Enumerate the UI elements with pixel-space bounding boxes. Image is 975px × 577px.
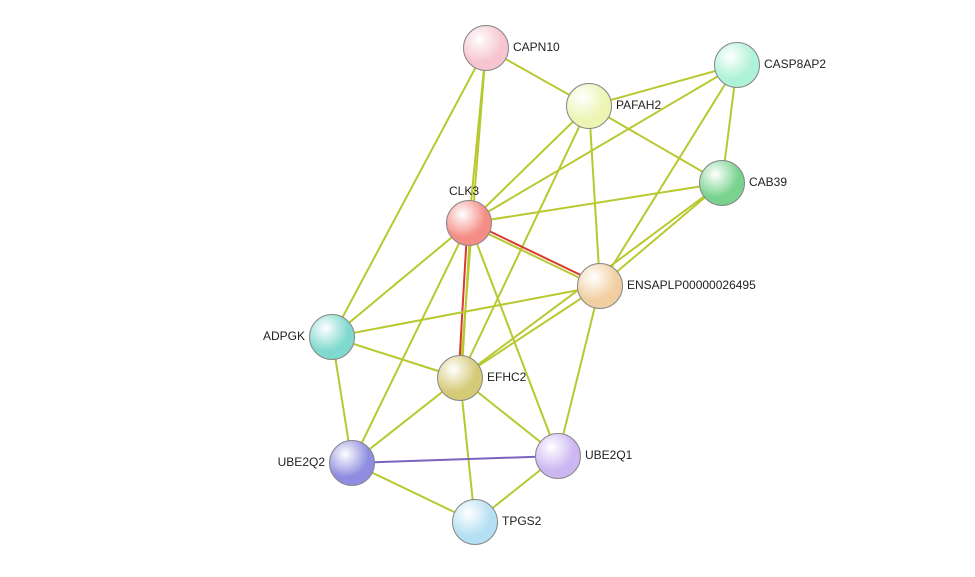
node-CLK3[interactable] [446, 200, 492, 246]
edge-CAPN10-CLK3 [469, 48, 486, 223]
node-CAPN10[interactable] [463, 25, 509, 71]
edge-CAB39-CLK3 [469, 183, 722, 223]
node-label-TPGS2: TPGS2 [502, 514, 541, 528]
edge-UBE2Q2-UBE2Q1 [352, 456, 558, 463]
edge-CLK3-ADPGK [332, 223, 469, 337]
node-ADPGK[interactable] [309, 314, 355, 360]
node-CAB39[interactable] [699, 160, 745, 206]
edge-ENSAPL-EFHC2 [460, 286, 600, 378]
node-label-CAPN10: CAPN10 [513, 40, 560, 54]
node-label-EFHC2: EFHC2 [487, 370, 526, 384]
edge-PAFAH2-ENSAPL [589, 106, 600, 286]
node-EFHC2[interactable] [437, 355, 483, 401]
edge-PAFAH2-CLK3 [469, 106, 589, 223]
node-label-CLK3: CLK3 [449, 184, 479, 198]
node-TPGS2[interactable] [452, 499, 498, 545]
node-label-ADPGK: ADPGK [263, 329, 305, 343]
node-label-ENSAPL: ENSAPLP00000026495 [627, 278, 756, 292]
edge-ENSAPL-UBE2Q1 [558, 286, 600, 456]
edge-CLK3-UBE2Q1 [469, 223, 558, 456]
node-PAFAH2[interactable] [566, 83, 612, 129]
node-CASP8AP2[interactable] [714, 42, 760, 88]
node-UBE2Q2[interactable] [329, 440, 375, 486]
node-UBE2Q1[interactable] [535, 433, 581, 479]
node-label-CAB39: CAB39 [749, 175, 787, 189]
node-label-PAFAH2: PAFAH2 [616, 98, 661, 112]
network-diagram: CAPN10 PAFAH2 CASP8AP2 CAB39 CLK3 ENSAPLP0000… [0, 0, 975, 577]
edge-CLK3-UBE2Q2 [352, 223, 469, 463]
node-label-UBE2Q2: UBE2Q2 [278, 455, 325, 469]
edge-ENSAPL-ADPGK [332, 286, 600, 337]
edge-CAPN10-ADPGK [332, 48, 486, 337]
node-label-CASP8AP2: CASP8AP2 [764, 57, 826, 71]
edges-layer [0, 0, 975, 577]
node-label-UBE2Q1: UBE2Q1 [585, 448, 632, 462]
node-ENSAPL[interactable] [577, 263, 623, 309]
edge-CAB39-ENSAPL [600, 183, 722, 286]
